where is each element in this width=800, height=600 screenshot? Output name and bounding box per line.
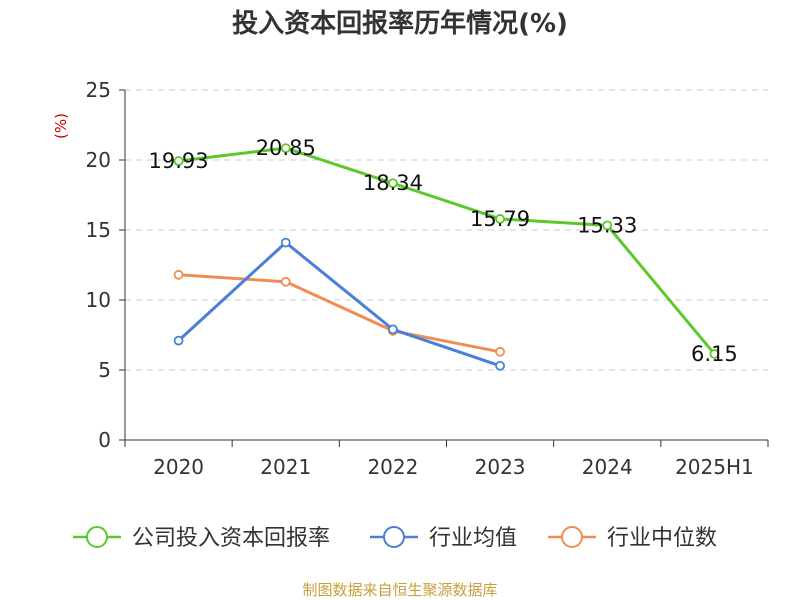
y-tick-label: 15 [86,218,111,242]
data-point [495,346,505,357]
series-line-0 [178,146,716,355]
series-line-1 [177,241,501,368]
legend-label: 行业均值 [429,526,517,551]
series-line-2 [178,273,501,354]
data-point [280,276,291,287]
y-tick-label: 10 [86,288,111,312]
chart-title: 投入资本回报率历年情况(%) [232,8,568,39]
data-label: 20.85 [256,136,316,160]
data-label: 19.93 [149,149,209,173]
legend: 公司投入资本回报率 行业均值 行业中位数 [73,526,717,551]
axes: 0 5 10 15 20 25 2020 2021 2022 2023 2024 2025H1 [86,78,769,479]
data-point [388,178,398,189]
data-point [495,214,505,224]
x-tick-label: 2020 [153,455,204,479]
y-tick-label: 20 [86,148,111,172]
legend-marker [86,526,108,548]
y-axis-unit: (%) [52,113,70,139]
data-point [173,335,184,346]
data-label: 15.33 [577,213,637,237]
grid [125,89,768,371]
legend-marker [561,526,583,548]
x-tick-label: 2021 [260,455,311,479]
source-note: 制图数据来自恒生聚源数据库 [302,581,497,599]
data-label: 15.79 [470,207,530,231]
legend-label: 公司投入资本回报率 [132,526,330,551]
data-point [495,360,505,371]
x-tick-label: 2024 [582,455,633,479]
legend-label: 行业中位数 [607,526,717,551]
data-point [280,143,291,154]
data-labels: 19.93 20.85 18.34 15.79 15.33 6.15 [149,136,738,366]
x-tick-label: 2025H1 [675,455,754,479]
data-label: 18.34 [363,171,423,195]
data-point [173,269,184,280]
y-tick-label: 25 [86,78,111,102]
data-point [388,324,398,335]
data-point [602,220,613,231]
x-tick-label: 2023 [475,455,526,479]
legend-marker [383,526,405,548]
data-label: 6.15 [691,342,738,366]
series-group [173,143,720,371]
x-tick-label: 2022 [367,455,418,479]
data-point [280,237,291,248]
y-tick-label: 5 [98,358,111,382]
data-point [709,348,720,359]
y-tick-label: 0 [98,428,111,452]
data-point [173,156,184,166]
